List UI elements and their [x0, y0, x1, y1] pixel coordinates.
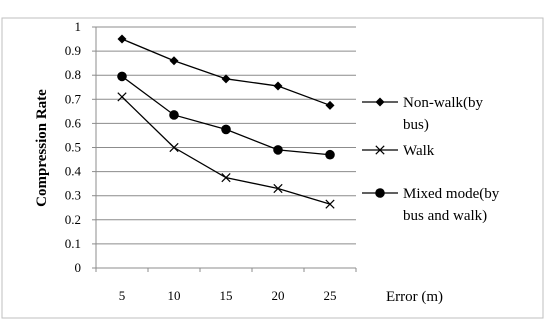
y-tick-label: 0	[75, 260, 82, 275]
y-tick-label: 0.6	[65, 115, 82, 130]
data-point	[273, 183, 283, 194]
data-point	[169, 110, 179, 120]
legend-marker	[375, 188, 385, 198]
data-point	[117, 92, 127, 102]
data-point	[117, 71, 127, 82]
data-point	[273, 81, 283, 91]
legend: Non-walk(by bus) Walk Mixed mode(by bus and …	[362, 95, 500, 224]
y-tick-label: 0.7	[65, 91, 82, 106]
y-tick-label: 1	[75, 19, 82, 34]
data-point	[325, 100, 335, 110]
legend-marker	[375, 97, 385, 107]
y-tick-label: 0.3	[65, 188, 81, 203]
data-point	[221, 74, 231, 84]
y-tick-label: 0.8	[65, 67, 81, 82]
x-tick-label: 15	[220, 288, 233, 303]
axes	[92, 26, 357, 272]
tick-labels: 00.10.20.30.40.50.60.70.80.915 10 15 20 25	[65, 19, 337, 303]
series-2	[117, 71, 335, 160]
data-point	[325, 199, 335, 209]
x-axis-label: Error (m)	[386, 289, 443, 305]
data-point	[117, 34, 127, 44]
legend-label: bus and walk)	[403, 208, 487, 224]
legend-label: Mixed mode(by	[403, 186, 500, 202]
legend-label: bus)	[403, 117, 429, 133]
data-point	[221, 173, 231, 183]
data-point	[169, 142, 179, 153]
legend-label: Walk	[403, 143, 435, 159]
x-tick-label: 5	[119, 288, 126, 303]
y-tick-label: 0.5	[65, 140, 81, 155]
series-0	[117, 34, 335, 110]
series-1	[117, 92, 335, 209]
data-point	[221, 124, 231, 135]
data-point	[169, 56, 179, 66]
y-tick-label: 0.2	[65, 212, 81, 227]
chart-frame	[1, 17, 544, 319]
y-tick-label: 0.9	[65, 43, 81, 58]
y-tick-label: 0.1	[65, 236, 81, 251]
x-tick-label: 20	[272, 288, 285, 303]
legend-item: Non-walk(by bus)	[362, 95, 483, 133]
y-tick-label: 0.4	[65, 164, 82, 179]
series	[117, 34, 335, 209]
legend-label: Non-walk(by	[403, 95, 483, 111]
legend-item: Walk	[362, 143, 435, 159]
legend-item: Mixed mode(by bus and walk)	[362, 186, 500, 224]
x-tick-label: 10	[168, 288, 181, 303]
legend-marker	[375, 145, 385, 155]
data-point	[273, 145, 283, 155]
data-point	[325, 149, 335, 160]
y-axis-label: Compression Rate	[34, 89, 50, 207]
x-tick-label: 25	[324, 288, 337, 303]
gridlines	[96, 26, 356, 245]
